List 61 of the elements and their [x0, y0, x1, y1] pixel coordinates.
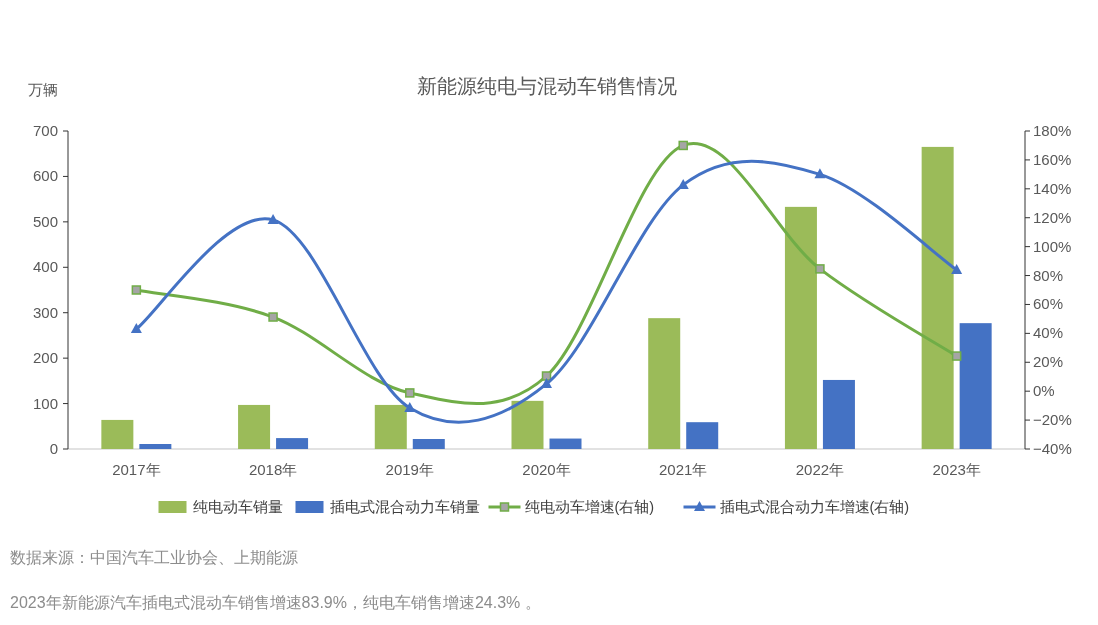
x-tick-label: 2022年 [795, 461, 845, 478]
y2-tick-label: 180% [1033, 122, 1072, 139]
y-tick-label: 200 [32, 349, 58, 367]
y2-tick-label: 120% [1033, 208, 1072, 226]
point [267, 213, 279, 224]
y2-tick-label: 40% [1033, 324, 1064, 342]
y-tick-label: 300 [32, 303, 58, 321]
bar [784, 206, 817, 449]
x-tick-label: 2021年 [659, 461, 708, 478]
y2-tick-label: −20% [1033, 411, 1072, 429]
x-tick-label: 2020年 [522, 461, 571, 478]
bar [101, 419, 134, 449]
bar [139, 444, 172, 449]
y-axis-title: 万辆 [28, 81, 58, 98]
text: 2023年新能源汽车插电式混动车销售增速83.9%，纯电车销售增速24.3% 。 [10, 594, 541, 611]
point [268, 312, 278, 322]
point [130, 323, 142, 334]
bar [921, 146, 954, 449]
bar [238, 404, 271, 449]
chart-title: 新能源纯电与混动车销售情况 [416, 75, 677, 97]
point [951, 351, 962, 361]
legend-label: 插电式混合动力车增速(右轴) [719, 499, 910, 515]
y2-tick-label: 100% [1033, 237, 1072, 255]
y2-tick-label: −40% [1033, 440, 1072, 457]
y-tick-label: 700 [32, 122, 58, 139]
bar [412, 439, 445, 449]
point [951, 263, 963, 274]
y2-tick-label: 20% [1033, 353, 1064, 371]
y-tick-label: 400 [32, 258, 58, 276]
x-tick-label: 2019年 [385, 461, 434, 478]
bar [822, 379, 855, 449]
point [541, 377, 552, 388]
point [541, 371, 552, 381]
y2-tick-label: 60% [1033, 295, 1064, 313]
y-tick-label: 600 [32, 167, 58, 185]
point [815, 264, 825, 274]
y2-tick-label: 160% [1033, 150, 1072, 168]
source-note: 数据来源：中国汽车工业协会、上期能源 [10, 549, 298, 566]
y2-tick-label: 80% [1033, 266, 1064, 284]
x-tick-label: 2017年 [112, 461, 161, 478]
legend-label: 纯电动车销量 [192, 499, 283, 515]
bar [959, 323, 992, 449]
legend-label: 插电式混合动力车销量 [329, 499, 480, 515]
x-tick-label: 2023年 [932, 461, 981, 478]
bar [276, 438, 309, 449]
bar [648, 318, 681, 449]
y-tick-label: 100 [32, 394, 58, 412]
bar [549, 438, 582, 449]
bar [374, 404, 407, 449]
point [678, 140, 688, 151]
y-tick-label: 0 [49, 440, 58, 457]
point [814, 168, 826, 179]
bar [511, 400, 544, 449]
y2-tick-label: 140% [1033, 179, 1072, 197]
x-tick-label: 2018年 [248, 461, 298, 478]
legend-label: 纯电动车增速(右轴) [524, 499, 655, 515]
point [131, 285, 142, 295]
bar [686, 422, 719, 449]
y-tick-label: 500 [32, 212, 58, 230]
point [405, 388, 415, 398]
y2-tick-label: 0% [1033, 382, 1055, 400]
